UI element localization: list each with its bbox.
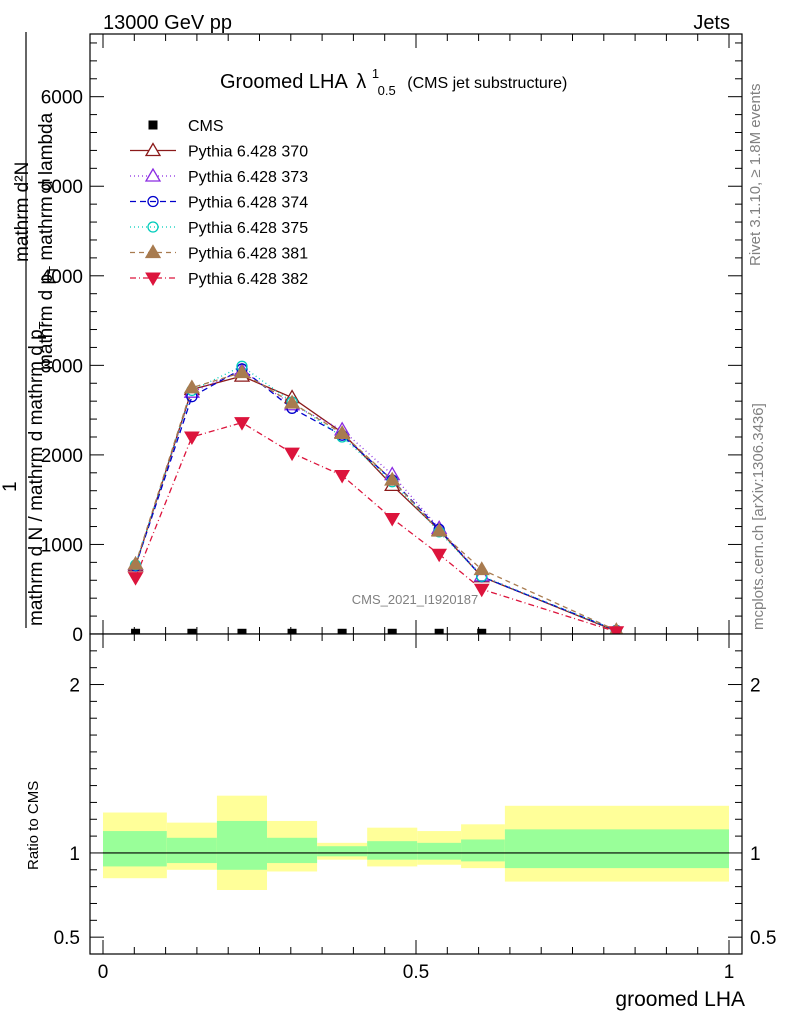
ratio-xtick-label: 1 (724, 962, 735, 983)
main-ytick-label: 3000 (41, 356, 83, 377)
ratio-band-green (417, 842, 462, 860)
legend-marker (144, 244, 162, 259)
data-point-s0 (237, 628, 247, 638)
legend-marker (147, 221, 159, 233)
data-point-s6 (473, 583, 490, 598)
ratio-band-green (103, 831, 167, 867)
legend-marker (145, 272, 161, 286)
data-point-s6 (608, 626, 625, 640)
data-point-s5 (431, 522, 448, 537)
chart-title-paren: (CMS jet substructure) (407, 75, 567, 92)
data-point-s5 (334, 425, 351, 440)
ratio-xtick-label: 0 (98, 962, 109, 983)
data-point-s6 (284, 447, 300, 462)
data-point-s6 (384, 512, 401, 527)
ratio-ytick-label-right: 2 (750, 676, 761, 697)
header-left: 13000 GeV pp (103, 12, 232, 34)
ratio-band-green (216, 820, 268, 870)
data-point-s0 (131, 628, 141, 638)
data-point-s0 (434, 628, 444, 638)
ratio-plot-area: 0.5 0.5 1 1 2 2 0 0.5 1 (54, 633, 776, 983)
main-series-markers (127, 360, 625, 640)
main-ylabel-num-sub: T (46, 266, 61, 274)
header-right: Jets (693, 12, 730, 34)
ratio-xlabel: groomed LHA (615, 988, 745, 1011)
chart-title-sup: 1 (372, 66, 379, 81)
ratio-band-green (166, 837, 217, 864)
legend: CMS Pythia 6.428 370 Pythia 6.428 373 Pythi… (130, 118, 308, 288)
data-point-s6 (431, 548, 448, 563)
ratio-ytick-label-right: 0.5 (750, 928, 776, 949)
side-label-rivet: Rivet 3.1.10, ≥ 1.8M events (747, 84, 764, 267)
watermark: CMS_2021_I1920187 (352, 592, 479, 607)
chart-title: Groomed LHA λ 1 0.5 (CMS jet substructur… (220, 61, 567, 100)
main-ytick-label: 2000 (41, 446, 83, 467)
legend-label: Pythia 6.428 373 (188, 169, 308, 186)
data-point-s5 (183, 379, 201, 394)
ratio-ytick-label-right: 1 (750, 844, 761, 865)
main-ylabel-num-tail: mathrm d lambda (36, 112, 57, 266)
main-ylabel: mathrm d²N mathrm d pT mathrm d lambda 1… (0, 32, 61, 628)
legend-marker (144, 142, 162, 157)
main-ytick-label: 1000 (41, 535, 83, 556)
main-plot-area: 0 1000 2000 3000 4000 5000 6000 (41, 33, 743, 646)
data-point-s6 (234, 417, 250, 431)
ratio-ytick-label: 2 (69, 676, 80, 697)
main-ytick-label: 0 (72, 625, 83, 646)
main-ylabel-den-sub: T (36, 321, 51, 329)
ratio-ytick-label: 0.5 (54, 928, 80, 949)
ratio-ytick-label: 1 (69, 844, 80, 865)
ratio-band-green (504, 829, 729, 869)
ratio-band-green (317, 846, 368, 857)
main-ylabel-num: mathrm d²N (12, 162, 33, 262)
legend-label: Pythia 6.428 382 (188, 271, 308, 288)
side-label-mcplots: mcplots.cern.ch [arXiv:1306.3436] (750, 403, 767, 630)
legend-label: Pythia 6.428 374 (188, 195, 308, 212)
legend-label: Pythia 6.428 375 (188, 220, 308, 237)
data-point-s5 (384, 471, 401, 486)
data-point-s5 (127, 555, 144, 570)
legend-label: Pythia 6.428 370 (188, 144, 308, 161)
main-ylabel-den: mathrm d N / mathrm d mathrm d pT (26, 321, 51, 626)
ratio-ylabel: Ratio to CMS (25, 781, 42, 870)
data-point-s5 (473, 561, 490, 576)
ratio-xtick-label: 0.5 (403, 962, 429, 983)
legend-label: Pythia 6.428 381 (188, 246, 308, 263)
legend-marker (144, 167, 162, 182)
data-point-s0 (187, 628, 197, 638)
series-line-3 (134, 368, 617, 632)
main-ytick-label: 6000 (41, 88, 83, 109)
data-point-s0 (287, 628, 297, 638)
data-point-s6 (334, 469, 351, 484)
data-point-s5 (283, 394, 301, 409)
main-ytick-label: 5000 (41, 177, 83, 198)
main-ylabel-num-dp: mathrm d p (36, 274, 57, 370)
ratio-frame (89, 633, 743, 955)
ratio-band-green (267, 837, 318, 864)
main-frame (89, 33, 743, 635)
legend-marker (147, 195, 159, 208)
ratio-band-green (367, 841, 418, 860)
data-point-s0 (477, 628, 487, 638)
ratio-band-green (461, 839, 505, 862)
chart-title-main: Groomed LHA (220, 71, 348, 93)
chart-title-symbol: λ (356, 71, 366, 93)
data-point-s0 (387, 628, 397, 638)
data-point-s6 (184, 431, 200, 445)
chart-title-sub: 0.5 (378, 83, 396, 98)
data-point-s0 (337, 628, 347, 638)
main-ylabel-prefix: 1 (0, 481, 21, 492)
legend-marker (148, 120, 158, 130)
main-ylabel-den-text: mathrm d N / mathrm d mathrm d p (26, 329, 47, 626)
legend-label: CMS (188, 118, 224, 135)
data-point-s5 (233, 364, 251, 379)
main-ytick-label: 4000 (41, 267, 83, 288)
main-ylabel-num-line2: mathrm d pT mathrm d lambda (36, 112, 61, 370)
data-point-s6 (127, 572, 144, 586)
